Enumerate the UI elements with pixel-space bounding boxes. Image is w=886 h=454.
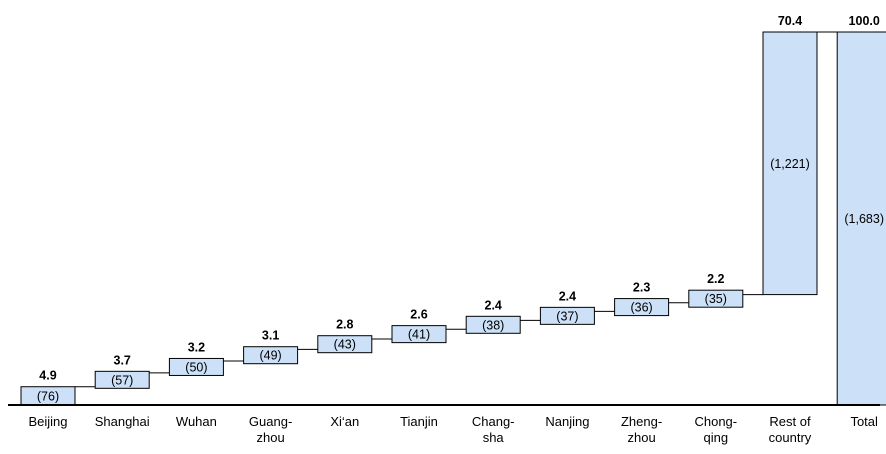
bar-total [836, 31, 886, 406]
tick-label-shanghai: Shanghai [95, 414, 150, 429]
bar-rest-of-country [762, 31, 818, 296]
tick-label-wuhan: Wuhan [176, 414, 217, 429]
bar-guang-zhou [243, 346, 299, 365]
count-label-shanghai: (57) [111, 373, 133, 387]
count-label-chang-sha: (38) [482, 318, 504, 332]
count-label-beijing: (76) [37, 389, 59, 403]
value-label-zheng-zhou: 2.3 [633, 281, 650, 295]
count-label-tianjin: (41) [408, 328, 430, 342]
value-label-shanghai: 3.7 [114, 353, 131, 367]
value-label-nanjing: 2.4 [559, 289, 576, 303]
count-label-guang-zhou: (49) [259, 349, 281, 363]
tick-label-tianjin: Tianjin [400, 414, 438, 429]
value-label-total: 100.0 [849, 14, 880, 28]
bar-chang-sha [465, 315, 521, 334]
bar-zheng-zhou [614, 298, 670, 317]
value-label-beijing: 4.9 [39, 369, 56, 383]
x-tick-labels: Beijing Shanghai Wuhan Guang-zhou Xi‘an Tianj… [28, 414, 878, 445]
count-label-wuhan: (50) [185, 360, 207, 374]
count-label-rest-of-country: (1,221) [770, 157, 810, 171]
tick-label-rest-of-country: Rest of country [769, 414, 812, 445]
bar-nanjing [539, 306, 595, 325]
tick-label-chang-sha: Chang-sha [472, 414, 515, 445]
value-label-rest-of-country: 70.4 [778, 14, 802, 28]
bar-chong-qing [688, 289, 744, 308]
count-label-chong-qing: (35) [705, 292, 727, 306]
value-label-chong-qing: 2.2 [707, 272, 724, 286]
count-label-zheng-zhou: (36) [630, 301, 652, 315]
bars-layer [20, 31, 886, 406]
tick-label-nanjing: Nanjing [545, 414, 589, 429]
bar-wuhan [168, 357, 224, 376]
tick-label-guang-zhou: Guang-zhou [249, 414, 292, 445]
value-label-wuhan: 3.2 [188, 340, 205, 354]
tick-label-xi-an: Xi‘an [330, 414, 359, 429]
tick-label-chong-qing: Chong-qing [694, 414, 737, 445]
value-label-guang-zhou: 3.1 [262, 329, 279, 343]
count-label-nanjing: (37) [556, 309, 578, 323]
value-label-tianjin: 2.6 [410, 308, 427, 322]
value-label-xi-an: 2.8 [336, 318, 353, 332]
bar-shanghai [94, 370, 150, 389]
labels-layer: (76) 4.9 (57) 3.7 (50) 3.2 (49) 3.1 (43) 2.8 (41) 2… [37, 14, 884, 403]
tick-label-zheng-zhou: Zheng-zhou [621, 414, 662, 445]
bar-xi-an [317, 335, 373, 354]
count-label-xi-an: (43) [334, 338, 356, 352]
value-label-chang-sha: 2.4 [485, 298, 502, 312]
connectors-layer [75, 31, 838, 388]
tick-label-total: Total [850, 414, 878, 429]
count-label-total: (1,683) [844, 212, 884, 226]
tick-label-beijing: Beijing [28, 414, 67, 429]
bar-tianjin [391, 325, 447, 344]
